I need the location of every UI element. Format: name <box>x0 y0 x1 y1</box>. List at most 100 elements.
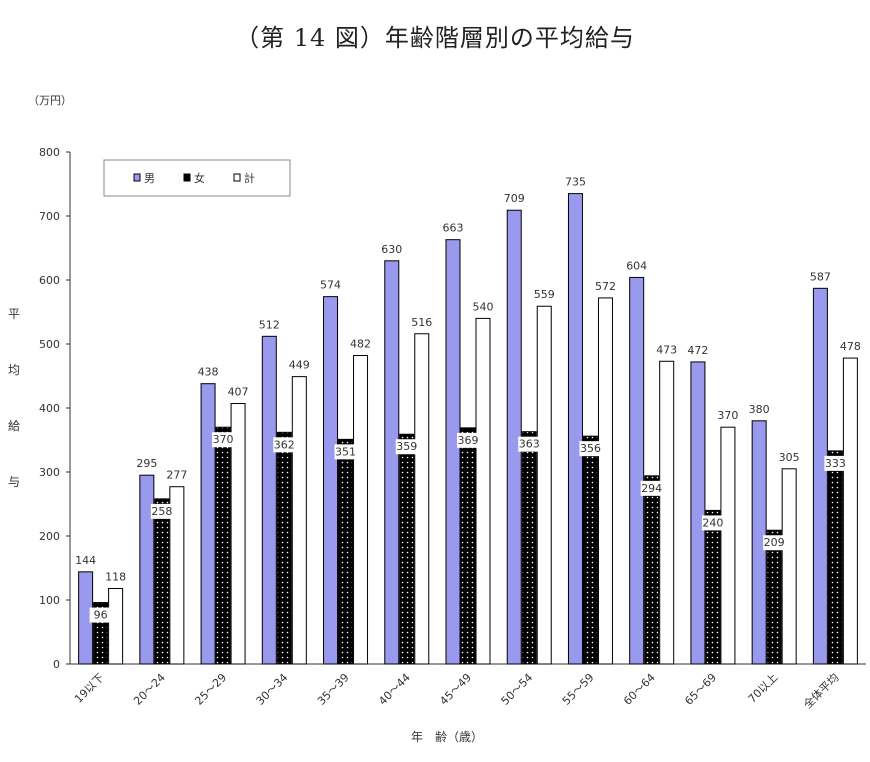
data-label-male: 709 <box>504 192 525 205</box>
bar-male <box>445 239 461 665</box>
legend-swatch-female <box>183 173 191 182</box>
data-label-female: 370 <box>213 433 234 446</box>
data-label-total: 559 <box>534 288 555 301</box>
bar-male <box>261 335 277 665</box>
legend-label-total: 計 <box>244 171 255 185</box>
bar-total <box>291 376 307 665</box>
bar-total <box>108 587 124 665</box>
data-label-female: 258 <box>151 505 172 518</box>
data-label-female: 369 <box>458 434 479 447</box>
data-label-total: 482 <box>350 338 371 351</box>
bar-female <box>827 450 843 665</box>
data-label-male: 438 <box>198 366 219 379</box>
data-label-female: 362 <box>274 438 295 451</box>
category-label: 35～39 <box>315 671 352 708</box>
data-label-total: 277 <box>166 469 187 482</box>
bar-male <box>323 296 339 665</box>
data-label-male: 472 <box>687 344 708 357</box>
data-label-total: 540 <box>473 300 494 313</box>
data-label-male: 735 <box>565 176 586 189</box>
data-label-bg <box>824 455 847 471</box>
y-tick-label: 400 <box>39 402 60 415</box>
bar-total <box>475 317 491 665</box>
data-label-total: 449 <box>289 359 310 372</box>
data-label-female: 333 <box>825 457 846 470</box>
data-label-male: 380 <box>749 403 770 416</box>
data-label-total: 370 <box>717 409 738 422</box>
data-label-female: 294 <box>641 482 662 495</box>
unit-label: （万円） <box>28 94 72 107</box>
data-label-bg <box>518 436 541 452</box>
category-label: 全体平均 <box>800 670 841 711</box>
bar-male <box>384 260 400 665</box>
y-tick-label: 700 <box>39 210 60 223</box>
category-label: 50～54 <box>499 671 536 708</box>
y-axis-label-char: 与 <box>8 475 20 489</box>
y-tick-label: 100 <box>39 594 60 607</box>
category-labels: 19以下 20～24 25～29 30～34 35～39 40～44 45～49 50～54 5… <box>72 670 841 711</box>
legend-swatch-total <box>233 173 241 182</box>
bar-female <box>215 426 231 665</box>
bar-total <box>230 403 246 665</box>
category-label: 19以下 <box>72 671 107 706</box>
bar-total <box>169 486 185 665</box>
bar-male <box>139 474 155 665</box>
bar-total <box>414 333 430 665</box>
data-label-bg <box>150 503 173 519</box>
category-label: 20～24 <box>131 671 168 708</box>
bar-total <box>353 355 369 665</box>
data-label-bg <box>579 441 602 457</box>
legend-label-male: 男 <box>144 172 155 185</box>
data-label-bg <box>457 432 479 448</box>
data-label-female: 351 <box>335 445 356 458</box>
bar-male <box>812 287 828 665</box>
bar-male <box>629 276 645 665</box>
data-label-total: 407 <box>228 386 249 399</box>
legend-label-female: 女 <box>194 171 205 185</box>
data-label-male: 604 <box>626 259 647 272</box>
data-label-bg <box>334 444 357 460</box>
y-tick-label: 600 <box>39 274 60 287</box>
bar-total <box>536 305 552 665</box>
data-label-total: 118 <box>105 570 126 583</box>
y-tick-label: 300 <box>39 466 60 479</box>
y-axis-label: 平均給与 <box>8 307 20 489</box>
bar-total <box>720 426 736 665</box>
bar-total <box>781 468 797 665</box>
data-label-female: 359 <box>396 440 417 453</box>
data-label-total: 478 <box>840 340 861 353</box>
bar-female <box>644 475 660 665</box>
data-label-male: 574 <box>320 279 341 292</box>
y-axis-label-char: 平 <box>8 307 20 321</box>
data-label-male: 663 <box>443 222 464 235</box>
data-label-bg <box>640 480 663 496</box>
bar-total <box>842 357 858 665</box>
y-tick-label: 500 <box>39 338 60 351</box>
data-label-female: 356 <box>580 442 601 455</box>
data-label-bg <box>395 439 418 455</box>
data-label-female: 363 <box>519 438 540 451</box>
data-label-bg <box>212 432 235 448</box>
category-label: 70以上 <box>746 671 781 706</box>
bar-total <box>659 360 675 665</box>
data-label-male: 144 <box>75 554 96 567</box>
y-axis-label-char: 均 <box>8 363 20 377</box>
bar-female <box>521 431 537 665</box>
bar-female <box>154 498 170 665</box>
category-label: 60～64 <box>621 671 658 708</box>
data-label-bg <box>701 515 724 531</box>
category-label: 45～49 <box>437 671 474 708</box>
data-labels: 144 96 118 295 258 277 438 370 407 512 362 449 574 35… <box>75 176 861 623</box>
bar-female <box>582 435 598 665</box>
data-label-male: 587 <box>810 270 831 283</box>
bar-male <box>200 383 216 665</box>
data-label-male: 512 <box>259 318 280 331</box>
bar-female <box>705 509 721 665</box>
category-label: 30～34 <box>254 671 291 708</box>
legend: 男女計 <box>103 159 291 197</box>
data-label-female: 96 <box>94 609 108 622</box>
y-axis-label-char: 給 <box>8 419 20 433</box>
bar-female <box>766 529 782 665</box>
bar-total <box>597 297 613 665</box>
